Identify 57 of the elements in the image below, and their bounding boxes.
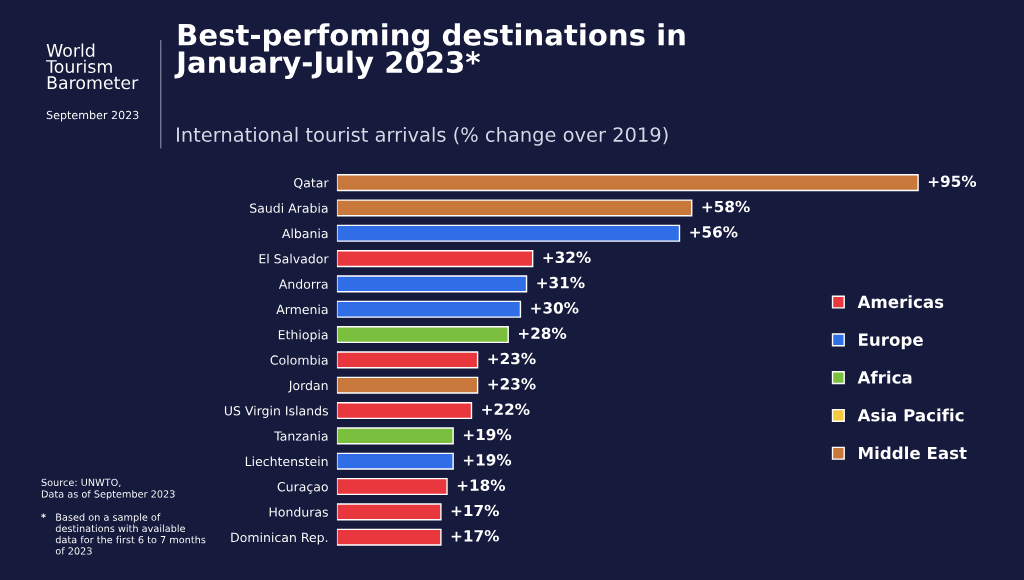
y-tick-label: Honduras <box>269 507 328 517</box>
data-label: +32% <box>543 251 591 264</box>
source-note: Source: UNWTO, Data as of September 2023 <box>41 478 175 500</box>
y-tick-label: Colombia <box>270 355 328 365</box>
data-label: +56% <box>690 226 738 238</box>
legend-label: Americas <box>857 295 944 309</box>
bar <box>336 174 919 192</box>
bar <box>336 351 479 369</box>
y-tick-label: Tanzania <box>274 431 328 441</box>
bar <box>336 326 509 344</box>
y-tick-label: Saudi Arabia <box>250 203 328 213</box>
data-label: +18% <box>457 479 506 491</box>
bar <box>336 275 528 293</box>
data-label: +31% <box>537 276 585 289</box>
y-tick-label: El Salvador <box>259 253 329 264</box>
y-tick-label: Armenia <box>276 304 328 315</box>
bar <box>336 401 473 420</box>
y-tick-label: Liechtenstein <box>245 456 328 467</box>
data-label: +22% <box>482 403 530 415</box>
bar <box>336 300 522 318</box>
bar <box>336 477 448 496</box>
y-tick-label: Andorra <box>278 279 328 289</box>
text: Based on a sample of destinations with available data for the first 6 to 7 months of 2023 <box>55 513 206 555</box>
data-label: +19% <box>463 428 512 441</box>
bar <box>336 427 454 445</box>
data-label: +23% <box>488 378 536 390</box>
data-label: +23% <box>488 352 536 365</box>
bar <box>336 503 442 521</box>
bar <box>336 528 442 546</box>
y-tick-label: Curaçao <box>277 481 328 494</box>
legend-label: Africa <box>857 370 912 384</box>
data-label: +19% <box>463 454 512 466</box>
chart-subtitle: International tourist arrivals (% change over 2019) <box>177 126 668 146</box>
y-tick-label: US Virgin Islands <box>224 405 328 418</box>
y-tick-label: Albania <box>281 228 328 239</box>
y-tick-label: Dominican Rep. <box>231 532 328 545</box>
y-tick-label: Qatar <box>294 178 329 189</box>
data-label: +30% <box>531 302 579 314</box>
legend-label: Europe <box>859 333 923 350</box>
bar <box>336 250 534 268</box>
text: * <box>41 513 46 518</box>
data-label: +17% <box>451 504 499 517</box>
text: September 2023 <box>46 110 139 122</box>
data-label: +58% <box>702 200 750 213</box>
legend-label: Middle East <box>859 446 967 460</box>
data-label: +17% <box>451 530 499 542</box>
bar <box>336 199 693 217</box>
data-label: +95% <box>928 175 977 188</box>
bar <box>336 376 479 394</box>
y-tick-label: Ethiopia <box>278 329 328 342</box>
text: World Tourism Barometer <box>46 43 139 90</box>
y-tick-label: Jordan <box>288 380 328 393</box>
data-label: +28% <box>518 327 567 339</box>
bar <box>336 224 681 242</box>
bar <box>336 452 454 470</box>
legend-label: Asia Pacific <box>857 408 964 422</box>
chart-title: Best-perfoming destinations in January-July 2023* <box>174 23 685 79</box>
